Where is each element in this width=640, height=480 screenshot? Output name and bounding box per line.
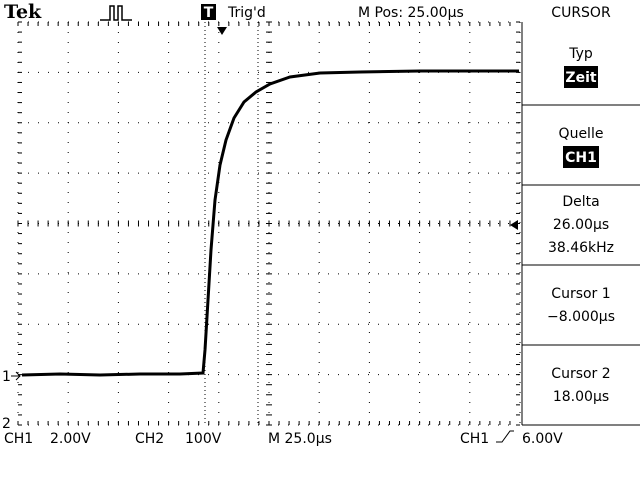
inverse-box — [563, 146, 599, 168]
side-menu: Typ Zeit Quelle CH1 Delta 26.00µs 38.46k… — [521, 22, 640, 426]
position: M Pos: 25.00µs — [358, 5, 464, 21]
menu-title: CURSOR — [551, 5, 611, 21]
trigger-slope-icon — [496, 430, 514, 443]
footer-ch2-scale: 100V — [185, 431, 222, 447]
menu-label[interactable]: Cursor 1 — [551, 286, 610, 302]
menu-label[interactable]: Cursor 2 — [551, 366, 610, 382]
footer-trigger-level: 6.00V — [522, 431, 563, 447]
brand: Tek — [4, 1, 42, 23]
ch1-marker-arrow — [11, 371, 21, 381]
trigger-level-arrow — [510, 220, 518, 230]
menu-value[interactable]: CH1 — [565, 150, 597, 166]
ch1-marker: 1 — [2, 369, 11, 385]
inverse-box — [564, 66, 598, 88]
acquire-icon — [100, 5, 132, 21]
menu-value: 18.00µs — [553, 389, 609, 405]
ch2-marker: 2 — [2, 416, 11, 432]
menu-value: −8.000µs — [547, 309, 615, 325]
footer-ch1: CH1 — [4, 431, 33, 447]
trigger-badge-box — [201, 4, 216, 20]
footer-ch1-scale: 2.00V — [50, 431, 91, 447]
waveform — [21, 69, 519, 377]
footer-trigger-source: CH1 — [460, 431, 489, 447]
trigger-position-arrow — [217, 27, 227, 35]
menu-label[interactable]: Quelle — [559, 126, 604, 142]
footer-ch2: CH2 — [135, 431, 164, 447]
menu-value[interactable]: Zeit — [565, 70, 596, 86]
trigger-state: Trig'd — [227, 5, 266, 21]
graticule — [17, 21, 521, 426]
menu-label: Delta — [562, 194, 599, 210]
footer-timebase: M 25.0µs — [268, 431, 332, 447]
delta-time: 26.00µs — [553, 217, 609, 233]
delta-frequency: 38.46kHz — [548, 240, 614, 256]
menu-label[interactable]: Typ — [568, 46, 593, 62]
trigger-badge: T — [204, 5, 214, 21]
